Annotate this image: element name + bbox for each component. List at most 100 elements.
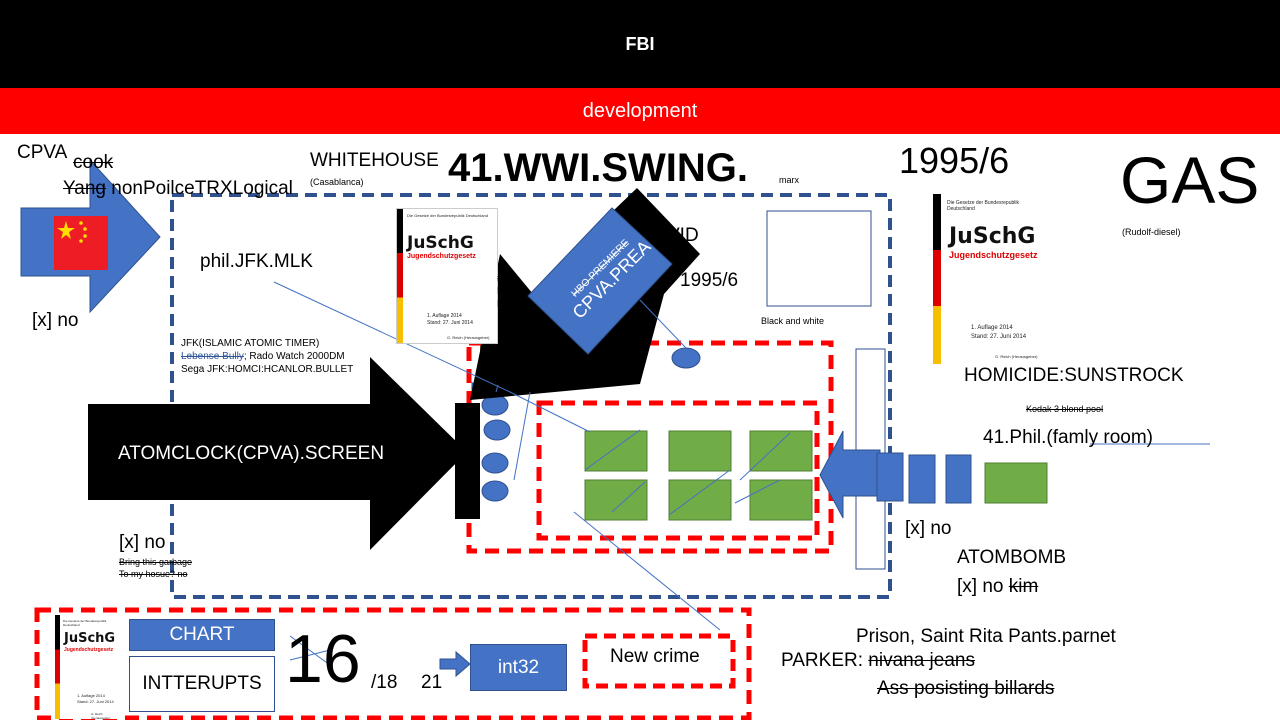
book-edition: 1. Auflage 2014 — [77, 693, 105, 698]
header-bar: FBI — [0, 0, 1280, 88]
subheader-title: development — [582, 100, 698, 122]
book-date: Stand: 27. Juni 2014 — [77, 699, 114, 704]
jfk-line1: JFK(ISLAMIC ATOMIC TIMER) — [181, 338, 320, 349]
jfk-line3: Sega JFK:HOMCI:HCANLOR.BULLET — [181, 364, 354, 375]
sixteen-label: 16 — [285, 621, 361, 697]
chart-label: CHART — [169, 624, 235, 645]
cook-label: cook — [73, 152, 114, 173]
red-dashed-frame-bottom — [34, 607, 752, 720]
black-white-label: Black and white — [761, 316, 825, 326]
node-ellipse — [671, 347, 701, 369]
node-ellipse — [481, 480, 509, 502]
x-no-left: [x] no — [32, 310, 79, 331]
intterupts-box: INTTERUPTS — [129, 656, 275, 712]
book-header: Die Gesetze der Bundesrepublik Deutschla… — [947, 200, 1019, 212]
node-ellipse — [483, 419, 511, 441]
red-dashed-frame-inner — [536, 400, 820, 541]
blue-dashed-frame — [170, 193, 892, 599]
lebense-label: Lebense Bully — [181, 351, 244, 362]
green-block — [668, 479, 732, 521]
twentyone-label: 21 — [421, 672, 443, 693]
phil-jfk-label: phil.JFK.MLK — [200, 251, 313, 272]
garbage-line1: Bring this garbage — [119, 557, 193, 567]
new-crime-frame — [582, 633, 736, 689]
blue-square — [945, 454, 972, 504]
wwi-swing-title: 41.WWI.SWING. — [448, 146, 748, 190]
cpva-prea-label-shape — [527, 207, 673, 355]
green-block — [584, 479, 648, 521]
intterupts-label: INTTERUPTS — [142, 673, 262, 694]
x-no-right: [x] no — [905, 518, 952, 539]
int32-box: int32 — [470, 644, 567, 691]
book-editor: G. Reich (Herausgeber) — [995, 354, 1038, 359]
book-cover-icon: Die Gesetze der Bundesrepublik Deutschla… — [55, 615, 121, 720]
black-arrow-icon — [88, 357, 467, 550]
node-ellipse — [481, 452, 509, 474]
blue-square — [908, 454, 936, 504]
prison-label: Prison, Saint Rita Pants.parnet — [856, 626, 1116, 647]
whitehouse-label: WHITEHOUSE — [310, 150, 439, 171]
book-title: JuSchG — [949, 224, 1036, 249]
marx-label: marx — [779, 175, 799, 185]
atomclock-label: ATOMCLOCK(CPVA).SCREEN — [118, 443, 385, 464]
book-date: Stand: 27. Juni 2014 — [971, 334, 1027, 340]
green-block — [984, 462, 1048, 504]
vid-label: VID — [667, 225, 699, 246]
green-block — [668, 430, 732, 472]
garbage-line2: To my hosue? no — [119, 569, 188, 579]
connector-lines — [273, 281, 1210, 666]
parker-line: PARKER: nivana jeans — [781, 650, 975, 672]
book-edition: 1. Auflage 2014 — [971, 325, 1013, 331]
casablanca-label: (Casablanca) — [310, 177, 364, 187]
screen-bar — [455, 403, 480, 519]
new-crime-label: New crime — [610, 646, 700, 667]
book-header: Die Gesetze der Bundesrepublik Deutschla… — [63, 619, 107, 627]
book-header: Die Gesetze der Bundesrepublik Deutschla… — [407, 213, 488, 218]
atombomb-label: ATOMBOMB — [957, 547, 1067, 568]
kodak-label: Kodak 3 blond pool — [1026, 404, 1104, 414]
page-title: FBI — [625, 34, 655, 54]
yang-line: Yang nonPoilceTRXLogical — [63, 178, 293, 200]
jfk-line2: Lebense Bully; Rado Watch 2000DM — [181, 351, 345, 362]
year-top-label: 1995/6 — [899, 140, 1010, 181]
blue-square — [876, 452, 904, 502]
subheader-bar: development — [0, 88, 1280, 134]
nonpolice-label: nonPoilceTRXLogical — [105, 178, 293, 199]
obscured-text: # N P — [497, 273, 505, 310]
nivana-label: nivana jeans — [868, 650, 975, 671]
book-cover-icon: Die Gesetze der Bundesrepublik Deutschla… — [396, 208, 498, 344]
book-editor: G. Reich (Herausgeber) — [447, 335, 490, 340]
book-title: JuSchG — [64, 631, 116, 646]
book-edition: 1. Auflage 2014 — [427, 313, 462, 319]
x-no-kim-prefix: [x] no — [957, 576, 1009, 597]
book-cover-icon: Die Gesetze der Bundesrepublik Deutschla… — [933, 194, 1043, 364]
book-subtitle: Jugendschutzgesetz — [407, 253, 476, 260]
phil-family-label: 41.Phil.(famly room) — [983, 427, 1153, 448]
int32-label: int32 — [497, 657, 540, 678]
chart-box: CHART — [129, 619, 275, 651]
green-block — [749, 430, 813, 472]
x-no-kim-line: [x] no kim — [957, 576, 1038, 598]
gas-label: GAS — [1120, 143, 1260, 217]
china-flag-icon — [54, 216, 108, 270]
rudolf-label: (Rudolf-diesel) — [1122, 227, 1181, 237]
kim-label: kim — [1008, 576, 1039, 597]
book-subtitle: Jugendschutzgesetz — [64, 647, 114, 653]
book-title: JuSchG — [407, 233, 474, 253]
book-subtitle: Jugendschutzgesetz — [949, 250, 1038, 260]
slash18-label: /18 — [371, 672, 398, 693]
arrow-right-small-icon — [439, 650, 471, 678]
book-editor: G. Reich (Herausgeber) — [91, 712, 111, 720]
rado-label: ; Rado Watch 2000DM — [243, 351, 345, 362]
cpva-label: CPVA — [17, 142, 68, 163]
homicide-label: HOMICIDE:SUNSTROCK — [964, 365, 1184, 386]
arrow-left-icon — [819, 430, 881, 519]
parker-label: PARKER: — [781, 650, 869, 671]
book-date: Stand: 27. Juni 2014 — [427, 320, 473, 326]
black-white-box — [766, 210, 872, 307]
green-block — [584, 430, 648, 472]
yang-label: Yang — [63, 178, 106, 199]
year-mid-label: 1995/6 — [680, 270, 739, 291]
green-block — [749, 479, 813, 521]
